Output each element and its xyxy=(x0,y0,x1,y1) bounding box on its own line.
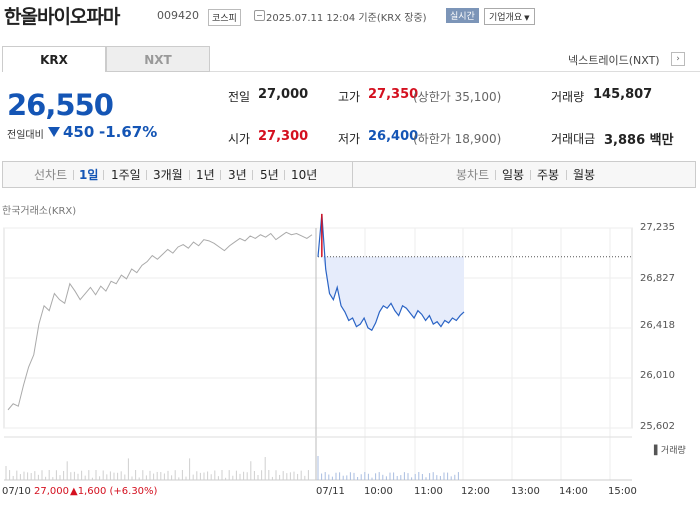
period-weekly[interactable]: 주봉 xyxy=(537,168,560,182)
separator xyxy=(103,170,104,180)
market-badge: 코스피 xyxy=(208,9,241,26)
high-label: 고가 xyxy=(338,90,361,104)
period-monthly[interactable]: 월봉 xyxy=(573,168,596,182)
prev-day-line xyxy=(7,231,313,411)
low-value: 26,400 xyxy=(368,129,419,144)
separator xyxy=(252,170,253,180)
x-tick-label: 11:00 xyxy=(414,486,443,497)
separator xyxy=(284,170,285,180)
y-tick-label: 26,827 xyxy=(640,273,675,284)
period-10y[interactable]: 10년 xyxy=(291,168,318,182)
volume-legend-label: 거래량 xyxy=(660,446,686,456)
tab-nxt[interactable]: NXT xyxy=(106,46,210,72)
line-chart-label: 선차트 xyxy=(34,168,68,182)
y-tick-label: 26,010 xyxy=(640,370,675,381)
below-reference-fill xyxy=(318,256,464,331)
separator xyxy=(146,170,147,180)
period-1y[interactable]: 1년 xyxy=(196,168,215,182)
external-arrow-icon[interactable]: › xyxy=(671,52,685,66)
footer-change: ▲1,600 (+6.30%) xyxy=(70,486,158,497)
company-overview-label: 기업개요 xyxy=(489,13,523,23)
today-line xyxy=(317,213,465,332)
calendar-icon xyxy=(254,10,265,21)
amount-label: 거래대금 xyxy=(551,132,596,146)
tab-divider xyxy=(210,71,700,72)
upper-limit: (상한가 35,100) xyxy=(413,90,502,104)
volume-legend: ▌거래량 xyxy=(654,446,686,456)
current-price: 26,550 xyxy=(7,88,114,122)
y-tick-label: 26,418 xyxy=(640,320,675,331)
change-value: 450 xyxy=(63,123,95,141)
volume-label: 거래량 xyxy=(551,90,585,104)
realtime-badge[interactable]: 실시간 xyxy=(446,8,479,23)
period-3y[interactable]: 3년 xyxy=(228,168,247,182)
candle-chart-label: 봉차트 xyxy=(456,168,490,182)
separator xyxy=(566,170,567,180)
x-tick-label: 14:00 xyxy=(559,486,588,497)
volume-value: 145,807 xyxy=(593,87,653,102)
period-1d[interactable]: 1일 xyxy=(79,168,99,182)
market-label: 한국거래소(KRX) xyxy=(2,206,77,217)
lower-limit: (하한가 18,900) xyxy=(413,132,502,146)
change-percent: -1.67% xyxy=(99,123,158,141)
stock-code: 009420 xyxy=(157,9,199,22)
company-overview-button[interactable]: 기업개요 ▼ xyxy=(484,8,535,25)
x-tick-label: 10:00 xyxy=(364,486,393,497)
footer-prev-price: 27,000 xyxy=(34,486,69,497)
change-label: 전일대비 xyxy=(7,130,44,141)
low-label: 저가 xyxy=(338,132,361,146)
chevron-down-icon: ▼ xyxy=(524,14,530,22)
separator xyxy=(73,170,74,180)
timestamp: 2025.07.11 12:04 기준(KRX 장중) xyxy=(266,13,427,24)
x-tick-label: 12:00 xyxy=(461,486,490,497)
footer-date: 07/10 xyxy=(2,486,31,497)
amount-value: 3,886 백만 xyxy=(604,133,674,148)
separator xyxy=(220,170,221,180)
period-daily[interactable]: 일봉 xyxy=(502,168,525,182)
period-divider xyxy=(352,161,353,188)
period-5y[interactable]: 5년 xyxy=(260,168,279,182)
period-bar xyxy=(2,161,696,188)
open-label: 시가 xyxy=(228,132,251,146)
down-triangle-icon xyxy=(48,127,60,137)
x-tick-label: 15:00 xyxy=(608,486,637,497)
y-tick-label: 27,235 xyxy=(640,222,675,233)
period-1w[interactable]: 1주일 xyxy=(111,168,141,182)
prev-close-label: 전일 xyxy=(228,90,251,104)
high-value: 27,350 xyxy=(368,87,419,102)
tab-krx[interactable]: KRX xyxy=(2,46,106,72)
open-value: 27,300 xyxy=(258,129,309,144)
separator xyxy=(530,170,531,180)
x-tick-label: 07/11 xyxy=(316,486,345,497)
nextrade-link[interactable]: 넥스트레이드(NXT) xyxy=(568,54,660,67)
x-tick-label: 13:00 xyxy=(511,486,540,497)
y-tick-label: 25,602 xyxy=(640,421,675,432)
separator xyxy=(495,170,496,180)
period-3m[interactable]: 3개월 xyxy=(153,168,183,182)
separator xyxy=(189,170,190,180)
prev-close-value: 27,000 xyxy=(258,87,309,102)
stock-name: 한올바이오파마 xyxy=(4,6,120,28)
